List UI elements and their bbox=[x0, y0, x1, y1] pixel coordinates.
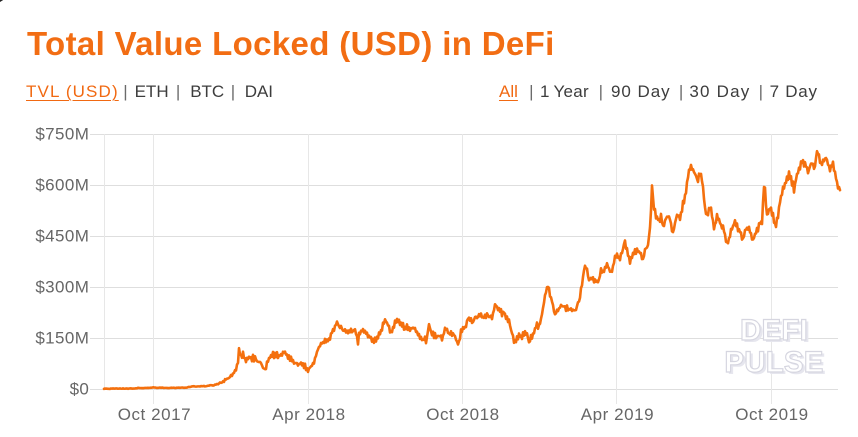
svg-text:PULSE: PULSE bbox=[727, 348, 826, 381]
svg-text:DEFI: DEFI bbox=[743, 316, 811, 349]
svg-text:$450M: $450M bbox=[35, 227, 89, 246]
svg-text:$750M: $750M bbox=[35, 125, 89, 144]
svg-text:$600M: $600M bbox=[35, 176, 89, 195]
svg-text:Apr 2019: Apr 2019 bbox=[581, 405, 654, 424]
svg-text:Apr 2018: Apr 2018 bbox=[272, 405, 345, 424]
svg-text:PULSE: PULSE bbox=[724, 346, 823, 379]
svg-text:Oct 2017: Oct 2017 bbox=[118, 405, 191, 424]
svg-text:Oct 2018: Oct 2018 bbox=[426, 405, 499, 424]
svg-text:$150M: $150M bbox=[35, 329, 89, 348]
svg-text:$300M: $300M bbox=[35, 278, 89, 297]
svg-text:$0: $0 bbox=[70, 380, 90, 399]
svg-text:Oct 2019: Oct 2019 bbox=[735, 405, 808, 424]
svg-text:DEFI: DEFI bbox=[740, 314, 808, 347]
